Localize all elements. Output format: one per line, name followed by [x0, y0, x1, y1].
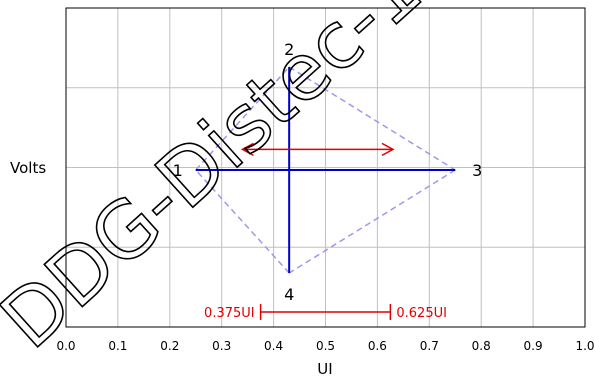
x-tick-label: 0.4 [264, 339, 283, 353]
cross-lines [195, 67, 456, 273]
grid [66, 8, 585, 327]
x-tick-label: 0.8 [472, 339, 491, 353]
x-tick-labels: 0.0 0.1 0.2 0.3 0.4 0.5 0.6 0.7 0.8 0.9 1.0 [56, 339, 594, 353]
plot-border [65, 7, 586, 328]
arrow-head-left [240, 142, 254, 157]
diamond-outline [195, 66, 456, 274]
x-tick-label: 0.0 [56, 339, 75, 353]
arrow-head-right [381, 142, 395, 157]
x-tick-label: 0.5 [316, 339, 335, 353]
interval-end-label: 0.625UI [396, 306, 447, 321]
diamond-edge [288, 66, 456, 171]
point-label: 2 [284, 40, 294, 59]
diamond-edge [195, 169, 290, 274]
x-tick-label: 0.1 [108, 339, 127, 353]
point-label: 4 [284, 285, 294, 304]
interval-marker: 0.375UI 0.625UI [204, 304, 447, 321]
x-tick-label: 0.3 [212, 339, 231, 353]
x-tick-label: 0.7 [420, 339, 439, 353]
y-axis-label: Volts [10, 159, 46, 177]
diamond-edge [195, 66, 290, 171]
point-label: 3 [472, 161, 482, 180]
diamond-edge [288, 169, 456, 274]
point-labels: 1 2 3 4 [173, 40, 483, 304]
x-tick-label: 0.6 [368, 339, 387, 353]
x-tick-label: 1.0 [575, 339, 594, 353]
x-tick-label: 0.9 [524, 339, 543, 353]
point-label: 1 [173, 161, 183, 180]
interval-start-label: 0.375UI [204, 306, 255, 321]
eye-width-arrow [240, 142, 395, 157]
x-axis-label: UI [317, 360, 332, 378]
x-tick-label: 0.2 [160, 339, 179, 353]
